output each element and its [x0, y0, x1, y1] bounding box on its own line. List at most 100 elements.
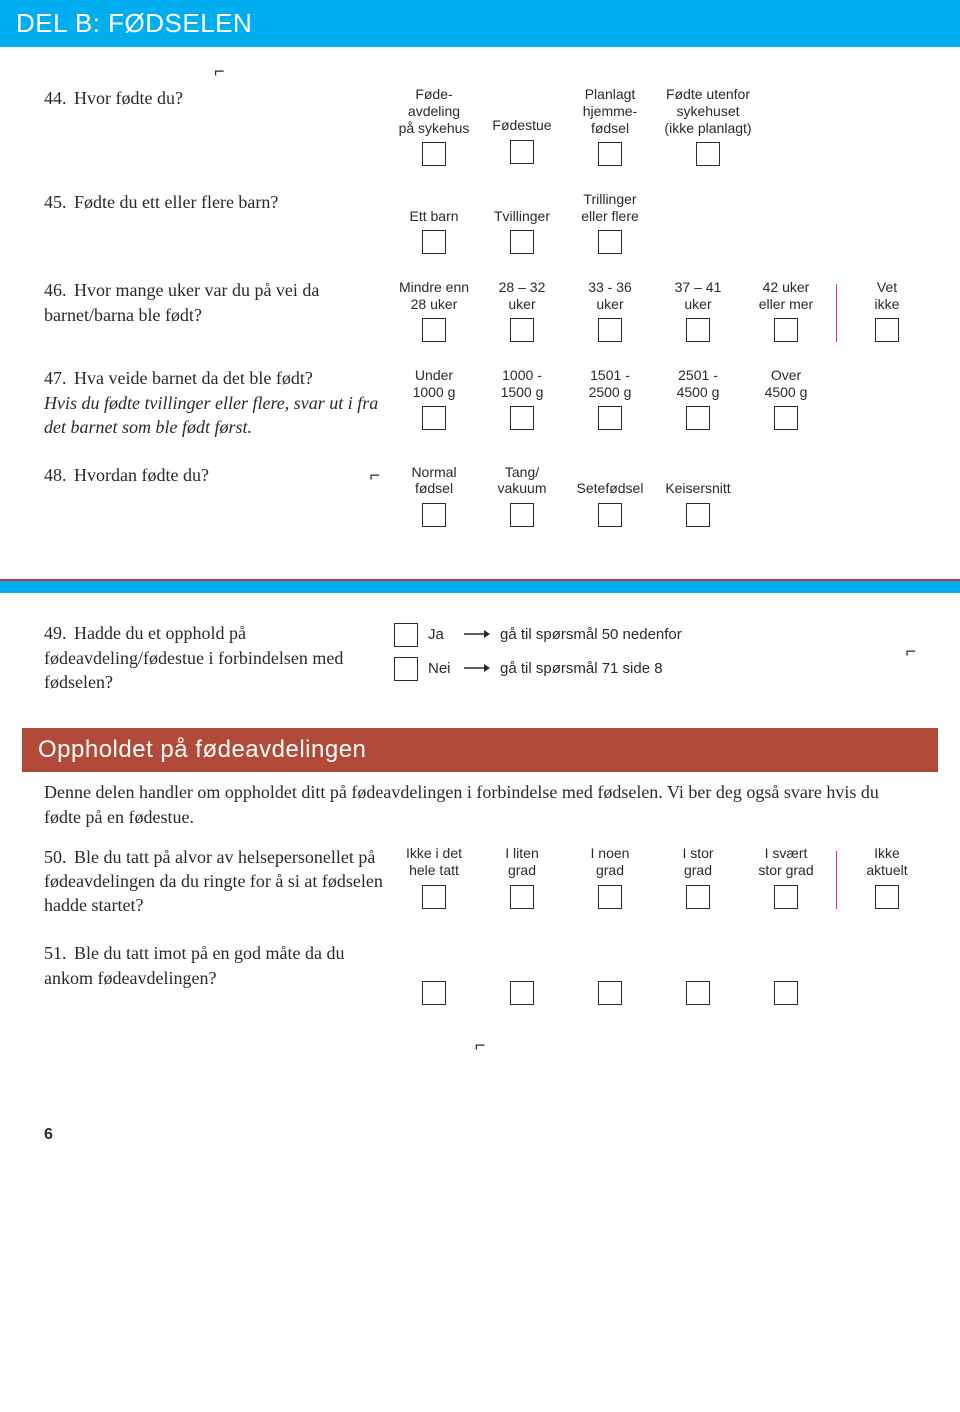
checkbox[interactable]: [875, 318, 899, 342]
corner-mark: ⌐: [214, 61, 916, 82]
checkbox[interactable]: [394, 623, 418, 647]
checkbox[interactable]: [686, 503, 710, 527]
magenta-divider: [836, 851, 837, 909]
q45-options: Ett barn Tvillinger Trillingereller fler…: [394, 190, 916, 254]
section-b-header: DEL B: FØDSELEN: [0, 0, 960, 47]
q47-opt-label: Under1000 g: [413, 366, 456, 400]
q51-options: [394, 941, 916, 1005]
arrow-icon: [464, 662, 490, 674]
arrow-icon: [464, 628, 490, 640]
q44-row: 44.Hvor fødte du? Føde-avdelingpå sykehu…: [44, 86, 916, 166]
scale-label: I sværtstor grad: [758, 845, 813, 879]
checkbox[interactable]: [510, 230, 534, 254]
q49-no-branch: gå til spørsmål 71 side 8: [500, 660, 663, 677]
q49-yes-branch: gå til spørsmål 50 nedenfor: [500, 626, 682, 643]
scale-label: Ikke i dethele tatt: [406, 845, 462, 879]
checkbox[interactable]: [598, 503, 622, 527]
q44-text: 44.Hvor fødte du?: [44, 86, 394, 110]
corner-mark: ⌐: [905, 641, 916, 662]
q48-opt-label: Keisersnitt: [665, 463, 730, 497]
checkbox[interactable]: [598, 230, 622, 254]
scale-label: I storgrad: [682, 845, 713, 879]
checkbox[interactable]: [598, 318, 622, 342]
q44-opt-label: Føde-avdelingpå sykehus: [399, 86, 470, 136]
q47-opt-label: 1000 -1500 g: [501, 366, 544, 400]
magenta-divider: [836, 284, 837, 342]
q48-row: 48.Hvordan fødte du? ⌐ Normalfødsel Tang…: [44, 463, 916, 527]
checkbox[interactable]: [510, 503, 534, 527]
q47-opt-label: 2501 -4500 g: [677, 366, 720, 400]
q46-opt-label: 42 ukereller mer: [759, 278, 813, 312]
q44-opt-label: Fødestue: [492, 86, 551, 134]
q50-text: 50.Ble du tatt på alvor av helsepersonel…: [44, 845, 394, 918]
checkbox[interactable]: [774, 406, 798, 430]
q48-opt-label: Normalfødsel: [411, 463, 456, 497]
q45-text: 45.Fødte du ett eller flere barn?: [44, 190, 394, 214]
blue-divider: [0, 579, 960, 593]
scale-label: Ikkeaktuelt: [866, 845, 907, 879]
q44-opt-label: Fødte utenforsykehuset(ikke planlagt): [664, 86, 751, 136]
q48-opt-label: Setefødsel: [577, 463, 644, 497]
checkbox[interactable]: [774, 318, 798, 342]
q48-options: Normalfødsel Tang/vakuum Setefødsel Keis…: [394, 463, 916, 527]
q47-text: 47.Hva veide barnet da det ble født? Hvi…: [44, 366, 394, 439]
q49-branches: Ja gå til spørsmål 50 nedenfor Nei gå ti…: [394, 621, 682, 681]
checkbox[interactable]: [422, 406, 446, 430]
checkbox[interactable]: [510, 140, 534, 164]
q51-text: 51.Ble du tatt imot på en god måte da du…: [44, 941, 394, 990]
q50-options: Ikke i dethele tatt I litengrad I noengr…: [394, 845, 927, 909]
checkbox[interactable]: [422, 230, 446, 254]
checkbox[interactable]: [598, 406, 622, 430]
checkbox[interactable]: [696, 142, 720, 166]
page-number: 6: [0, 1066, 960, 1164]
scale-label: I noengrad: [591, 845, 630, 879]
q49-row: 49.Hadde du et opphold på fødeavdeling/f…: [44, 621, 916, 694]
q46-opt-label: Mindre enn28 uker: [399, 278, 469, 312]
scale-label: I litengrad: [505, 845, 538, 879]
checkbox[interactable]: [510, 318, 534, 342]
checkbox[interactable]: [686, 406, 710, 430]
q47-options: Under1000 g 1000 -1500 g 1501 -2500 g 25…: [394, 366, 916, 430]
checkbox[interactable]: [598, 981, 622, 1005]
q47-opt-label: Over4500 g: [765, 366, 808, 400]
q45-opt-label: Tvillinger: [494, 190, 550, 224]
checkbox[interactable]: [686, 885, 710, 909]
checkbox[interactable]: [774, 885, 798, 909]
q46-opt-label: Vetikke: [875, 278, 900, 312]
q46-opt-label: 33 - 36uker: [588, 278, 632, 312]
q45-opt-label: Trillingereller flere: [581, 190, 639, 224]
q48-opt-label: Tang/vakuum: [497, 463, 546, 497]
checkbox[interactable]: [422, 981, 446, 1005]
q44-opt-label: Planlagthjemme-fødsel: [583, 86, 637, 136]
q48-text: 48.Hvordan fødte du? ⌐: [44, 463, 394, 487]
checkbox[interactable]: [394, 657, 418, 681]
q45-opt-label: Ett barn: [409, 190, 458, 224]
q49-text: 49.Hadde du et opphold på fødeavdeling/f…: [44, 621, 394, 694]
q46-text: 46.Hvor mange uker var du på vei da barn…: [44, 278, 394, 327]
checkbox[interactable]: [422, 503, 446, 527]
corner-mark: ⌐: [369, 463, 380, 487]
checkbox[interactable]: [774, 981, 798, 1005]
intro-text: Denne delen handler om oppholdet ditt på…: [0, 772, 960, 844]
checkbox[interactable]: [875, 885, 899, 909]
q46-opt-label: 37 – 41uker: [675, 278, 722, 312]
q47-row: 47.Hva veide barnet da det ble født? Hvi…: [44, 366, 916, 439]
checkbox[interactable]: [598, 885, 622, 909]
q51-row: 51.Ble du tatt imot på en god måte da du…: [44, 941, 916, 1005]
checkbox[interactable]: [598, 142, 622, 166]
q49-yes-label: Ja: [428, 626, 454, 643]
checkbox[interactable]: [686, 318, 710, 342]
q46-opt-label: 28 – 32uker: [499, 278, 546, 312]
checkbox[interactable]: [510, 981, 534, 1005]
q50-row: 50.Ble du tatt på alvor av helsepersonel…: [44, 845, 916, 918]
checkbox[interactable]: [422, 318, 446, 342]
q49-no-label: Nei: [428, 660, 454, 677]
q47-opt-label: 1501 -2500 g: [589, 366, 632, 400]
checkbox[interactable]: [422, 142, 446, 166]
q46-row: 46.Hvor mange uker var du på vei da barn…: [44, 278, 916, 342]
q45-row: 45.Fødte du ett eller flere barn? Ett ba…: [44, 190, 916, 254]
checkbox[interactable]: [510, 885, 534, 909]
checkbox[interactable]: [686, 981, 710, 1005]
checkbox[interactable]: [510, 406, 534, 430]
checkbox[interactable]: [422, 885, 446, 909]
